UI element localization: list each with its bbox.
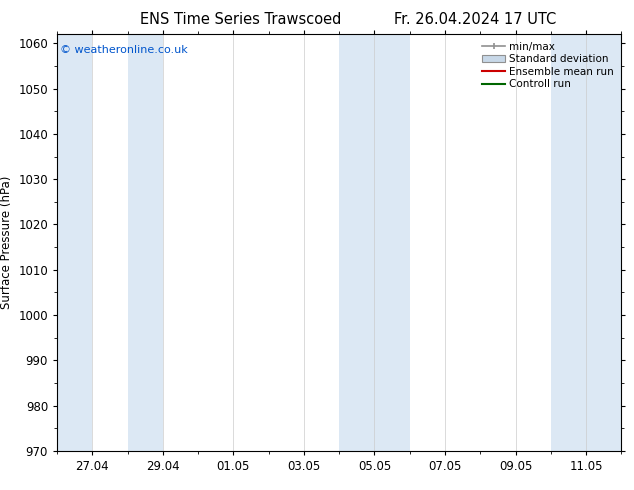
Bar — [127, 34, 163, 451]
Text: ENS Time Series Trawscoed: ENS Time Series Trawscoed — [140, 12, 342, 27]
Bar — [57, 34, 93, 451]
Bar — [339, 34, 410, 451]
Legend: min/max, Standard deviation, Ensemble mean run, Controll run: min/max, Standard deviation, Ensemble me… — [478, 37, 618, 94]
Text: Fr. 26.04.2024 17 UTC: Fr. 26.04.2024 17 UTC — [394, 12, 557, 27]
Y-axis label: Surface Pressure (hPa): Surface Pressure (hPa) — [0, 176, 13, 309]
Text: © weatheronline.co.uk: © weatheronline.co.uk — [60, 45, 188, 55]
Bar — [551, 34, 621, 451]
